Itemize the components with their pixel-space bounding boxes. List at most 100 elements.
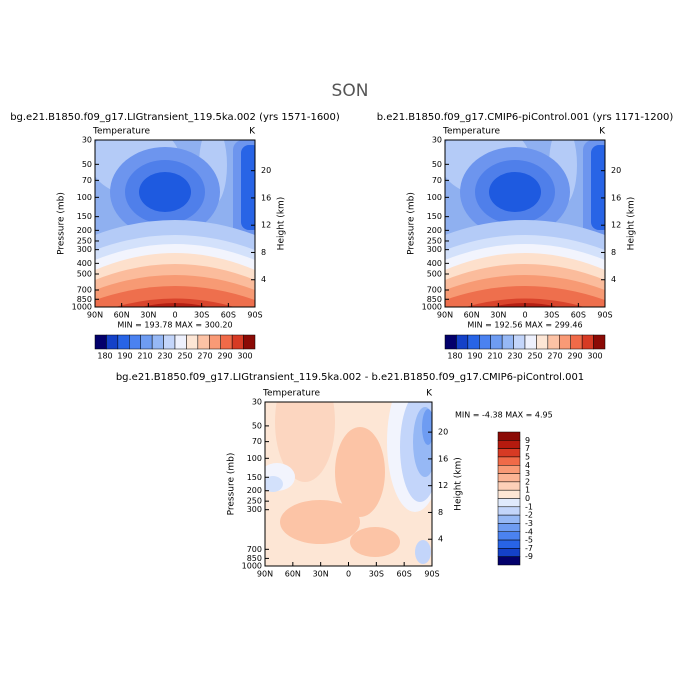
x-tick-label: 90N bbox=[437, 311, 453, 320]
colorbar-box bbox=[479, 334, 491, 350]
y-tick-label: 850 bbox=[77, 295, 92, 304]
y2-axis-label: Height (km) bbox=[277, 197, 287, 251]
y2-tick-label: 4 bbox=[438, 535, 443, 544]
y-tick-label: 100 bbox=[247, 454, 262, 463]
y2-tick-label: 20 bbox=[611, 166, 621, 175]
x-tick-label: 60N bbox=[285, 570, 301, 579]
x-tick-label: 90N bbox=[257, 570, 273, 579]
figure-title: SON bbox=[332, 81, 369, 101]
x-tick-label: 60S bbox=[221, 311, 236, 320]
colorbar-box bbox=[186, 334, 199, 350]
colorbar-box bbox=[140, 334, 153, 350]
colorbar-box bbox=[94, 334, 107, 350]
y-axis-label: Pressure (mb) bbox=[57, 192, 67, 255]
colorbar-box bbox=[497, 556, 521, 566]
colorbar-box bbox=[490, 334, 503, 350]
y-tick-label: 200 bbox=[427, 226, 442, 235]
colorbar-label: 190 bbox=[467, 352, 482, 361]
x-tick-label: 90S bbox=[597, 311, 612, 320]
y2-tick-label: 16 bbox=[438, 454, 448, 463]
colorbar-box bbox=[467, 334, 480, 350]
y-tick-label: 500 bbox=[427, 269, 442, 278]
y-tick-label: 70 bbox=[432, 176, 442, 185]
y-tick-label: 300 bbox=[427, 245, 442, 254]
colorbar-box bbox=[497, 531, 521, 541]
y-tick-label: 50 bbox=[432, 160, 442, 169]
colorbar-box bbox=[456, 334, 469, 350]
colorbar-label: 4 bbox=[525, 461, 530, 470]
panel-title: bg.e21.B1850.f09_g17.LIGtransient_119.5k… bbox=[10, 112, 340, 123]
y-tick-label: 150 bbox=[247, 473, 262, 482]
colorbar-box bbox=[163, 334, 176, 350]
colorbar-box bbox=[117, 334, 130, 350]
y-tick-label: 850 bbox=[247, 554, 262, 563]
min-max: MIN = -4.38 MAX = 4.95 bbox=[455, 411, 553, 420]
units: K bbox=[426, 389, 433, 399]
field-name: Temperature bbox=[262, 389, 320, 399]
y-tick-label: 100 bbox=[77, 193, 92, 202]
colorbar-box bbox=[513, 334, 526, 350]
colorbar-box bbox=[497, 431, 521, 441]
colorbar-label: 290 bbox=[567, 352, 582, 361]
y-axis-label: Pressure (mb) bbox=[227, 453, 237, 516]
colorbar-box bbox=[197, 334, 210, 350]
y-tick-label: 50 bbox=[82, 160, 92, 169]
x-tick-label: 90N bbox=[87, 311, 103, 320]
y-tick-label: 200 bbox=[247, 486, 262, 495]
colorbar-label: 2 bbox=[525, 477, 530, 486]
x-tick-label: 90S bbox=[247, 311, 262, 320]
x-tick-label: 30S bbox=[544, 311, 559, 320]
y-tick-label: 30 bbox=[82, 136, 92, 145]
colorbar-box bbox=[497, 448, 521, 458]
colorbar-label: -7 bbox=[525, 544, 533, 553]
colorbar-box bbox=[501, 334, 514, 350]
colorbar-box bbox=[129, 334, 141, 350]
y-tick-label: 850 bbox=[427, 295, 442, 304]
colorbar-label: -3 bbox=[525, 519, 533, 528]
colorbar-label: 210 bbox=[137, 352, 152, 361]
colorbar-box bbox=[497, 498, 521, 508]
y-tick-label: 50 bbox=[252, 421, 262, 430]
colorbar-label: 250 bbox=[177, 352, 192, 361]
colorbar-label: 270 bbox=[197, 352, 212, 361]
colorbar-box bbox=[243, 334, 256, 350]
x-tick-label: 0 bbox=[172, 311, 177, 320]
colorbar-box bbox=[497, 440, 521, 449]
colorbar-label: -2 bbox=[525, 511, 533, 520]
colorbar-box bbox=[497, 539, 521, 549]
y-tick-label: 70 bbox=[252, 437, 262, 446]
y-axis-label: Pressure (mb) bbox=[407, 192, 417, 255]
colorbar-label: -9 bbox=[525, 552, 533, 561]
y-tick-label: 300 bbox=[247, 505, 262, 514]
field-name: Temperature bbox=[92, 127, 150, 137]
y2-axis-label: Height (km) bbox=[454, 457, 464, 511]
min-max: MIN = 192.56 MAX = 299.46 bbox=[467, 321, 582, 330]
x-tick-label: 30N bbox=[140, 311, 156, 320]
x-tick-label: 60N bbox=[464, 311, 480, 320]
colorbar-box bbox=[444, 334, 457, 350]
colorbar-box bbox=[151, 334, 164, 350]
y-tick-label: 700 bbox=[247, 545, 262, 554]
colorbar-label: 180 bbox=[97, 352, 112, 361]
y2-tick-label: 4 bbox=[611, 275, 616, 284]
y2-tick-label: 8 bbox=[611, 248, 616, 257]
y2-axis-label: Height (km) bbox=[627, 197, 637, 251]
colorbar-label: 230 bbox=[157, 352, 172, 361]
colorbar-box bbox=[497, 456, 521, 466]
colorbar-box bbox=[524, 334, 537, 350]
colorbar-label: 250 bbox=[527, 352, 542, 361]
x-tick-label: 0 bbox=[522, 311, 527, 320]
y-tick-label: 150 bbox=[77, 212, 92, 221]
y2-tick-label: 8 bbox=[438, 508, 443, 517]
colorbar-box bbox=[497, 514, 521, 524]
y-tick-label: 200 bbox=[77, 226, 92, 235]
units: K bbox=[599, 127, 606, 137]
colorbar-label: 1 bbox=[525, 486, 530, 495]
y-tick-label: 1000 bbox=[422, 303, 442, 312]
x-tick-label: 30N bbox=[490, 311, 506, 320]
colorbar-box bbox=[231, 334, 244, 350]
y-tick-label: 300 bbox=[77, 245, 92, 254]
y2-tick-label: 8 bbox=[261, 248, 266, 257]
y2-tick-label: 20 bbox=[261, 166, 271, 175]
colorbar-box bbox=[106, 334, 119, 350]
